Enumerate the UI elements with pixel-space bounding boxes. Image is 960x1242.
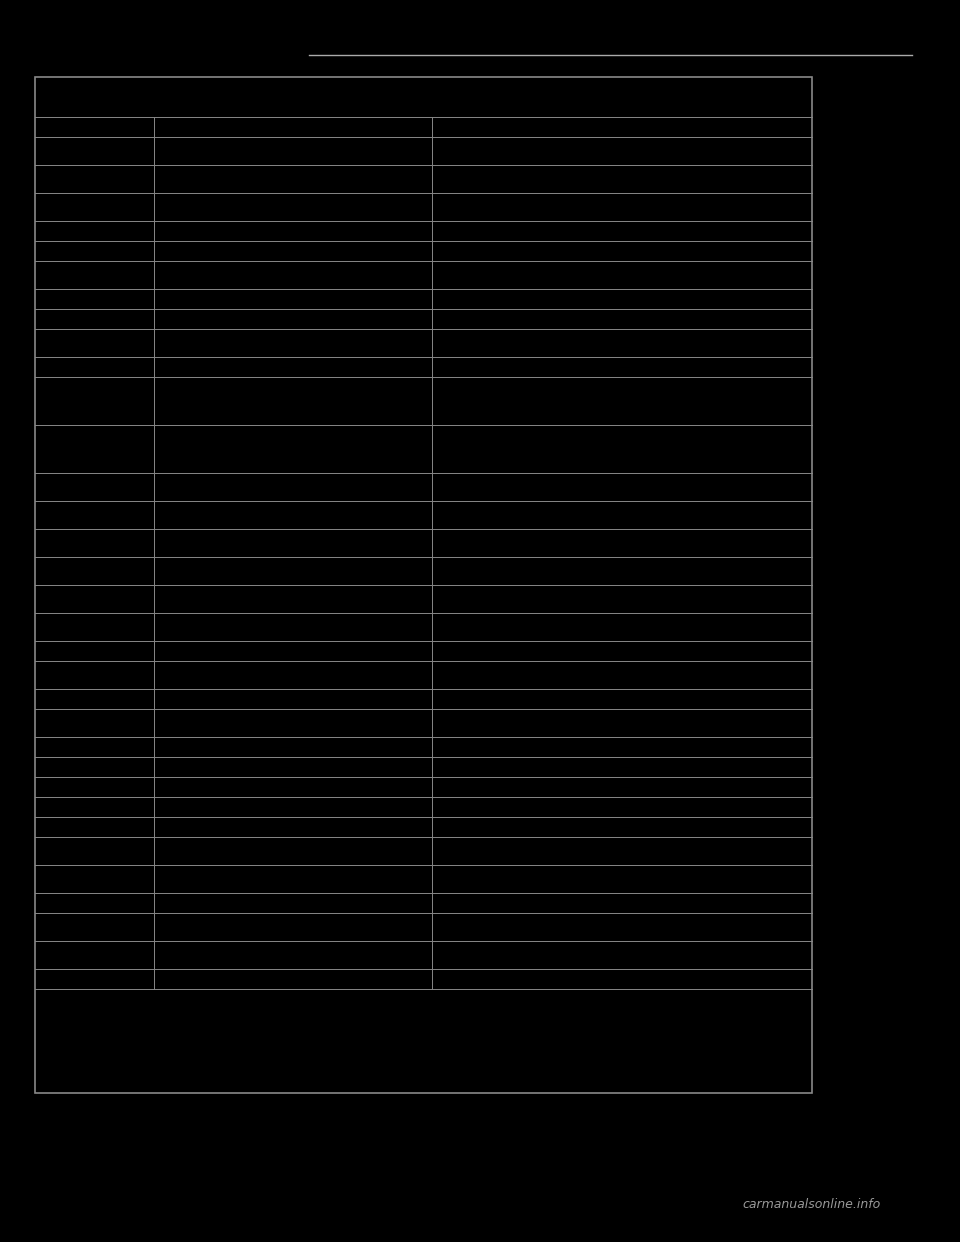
Text: carmanualsonline.info: carmanualsonline.info (742, 1199, 880, 1211)
Bar (35, 77, 812, 1093)
